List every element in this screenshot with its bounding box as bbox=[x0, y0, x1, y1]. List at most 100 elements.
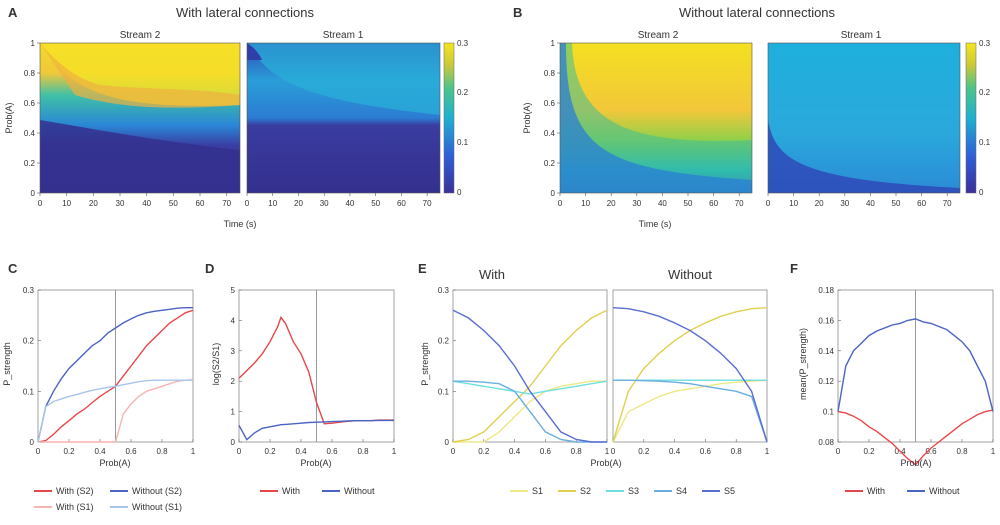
x-tick-label: 70 bbox=[735, 199, 744, 208]
x-tick-label: 30 bbox=[632, 199, 641, 208]
x-tick-label: 0 bbox=[611, 447, 616, 456]
ylabel-d: log(S2/S1) bbox=[211, 343, 221, 386]
x-tick-label: 60 bbox=[709, 199, 718, 208]
legend-c: With (S2) Without (S2) With (S1) Without… bbox=[34, 486, 182, 512]
subtitle-e-with: With bbox=[479, 267, 505, 282]
panel-label-c: C bbox=[8, 261, 18, 276]
y-tick-label: 0.3 bbox=[438, 286, 450, 295]
panel-label-e: E bbox=[418, 261, 427, 276]
xlabel-d: Prob(A) bbox=[300, 458, 331, 468]
x-tick-label: 0.8 bbox=[731, 447, 743, 456]
xlabel-a: Time (s) bbox=[224, 219, 257, 229]
colorbar-b-tick: 0 bbox=[979, 188, 984, 197]
legend-e-label: S2 bbox=[580, 486, 591, 496]
ylabel-a: Prob(A) bbox=[4, 102, 14, 133]
colorbar-b-tick: 0.3 bbox=[979, 39, 991, 48]
series-line-s4 bbox=[453, 380, 607, 443]
y-tick-label: 0.2 bbox=[23, 337, 35, 346]
x-tick-label: 1 bbox=[392, 447, 397, 456]
y-tick-label: 0.8 bbox=[544, 69, 556, 78]
x-tick-label: 1 bbox=[765, 447, 770, 456]
x-tick-label: 40 bbox=[658, 199, 667, 208]
series-line-s1 bbox=[453, 380, 607, 443]
y-tick-label: 0.2 bbox=[544, 159, 556, 168]
heatmap-a-stream2 bbox=[40, 43, 240, 193]
x-tick-label: 20 bbox=[607, 199, 616, 208]
x-tick-label: 0 bbox=[558, 199, 563, 208]
x-tick-label: 1 bbox=[605, 447, 610, 456]
series-line-s1 bbox=[612, 379, 768, 443]
panel-label-d: D bbox=[205, 261, 214, 276]
plot-f: 0 0.2 0.4 0.6 0.8 10.080.10.120.140.160.18 bbox=[818, 286, 996, 466]
x-tick-label: 0 bbox=[836, 447, 841, 456]
x-tick-label: 0.8 bbox=[571, 447, 583, 456]
colorbar-a-tick: 0.3 bbox=[457, 39, 469, 48]
x-tick-label: 70 bbox=[222, 199, 231, 208]
series-line-s2 bbox=[452, 309, 608, 443]
x-tick-label: 0.6 bbox=[540, 447, 552, 456]
heatmap-b-stream1 bbox=[768, 43, 960, 193]
x-tick-label: 0.8 bbox=[357, 447, 369, 456]
x-tick-label: 50 bbox=[169, 199, 178, 208]
y-tick-label: 0.1 bbox=[438, 387, 450, 396]
y-tick-label: 0 bbox=[445, 438, 450, 447]
colorbar-b-tick: 0.1 bbox=[979, 138, 991, 147]
plot-c: 0 0.2 0.4 0.6 0.8 1 0 0.1 0.2 0.3 bbox=[23, 286, 196, 456]
legend-c-label: With (S2) bbox=[56, 486, 94, 496]
x-tick-label: 60 bbox=[196, 199, 205, 208]
x-tick-label: 40 bbox=[142, 199, 151, 208]
y-tick-label: 1 bbox=[31, 39, 36, 48]
x-tick-label: 0.2 bbox=[638, 447, 650, 456]
ylabel-e: P_strength bbox=[420, 342, 430, 386]
heatmap-frame bbox=[767, 42, 961, 194]
x-tick-label: 0.2 bbox=[264, 447, 276, 456]
x-tick-label: 0.6 bbox=[326, 447, 338, 456]
plot-e-with: 0 0.2 0.4 0.6 0.8 1 0 0.1 0.2 0.3 bbox=[438, 286, 610, 456]
x-tick-label: 0.6 bbox=[700, 447, 712, 456]
plot-d: 0 0.2 0.4 0.6 0.8 1 0 1 2 3 4 5 bbox=[231, 286, 397, 456]
x-tick-label: 0.6 bbox=[925, 447, 937, 456]
y-tick-label: 0.8 bbox=[24, 69, 36, 78]
series-line-s5 bbox=[452, 309, 607, 443]
x-tick-label: 10 bbox=[268, 199, 277, 208]
plot-e-without: 0 0.2 0.4 0.6 0.8 1 bbox=[611, 289, 770, 456]
x-tick-label: 0 bbox=[245, 199, 250, 208]
x-tick-label: 0.8 bbox=[956, 447, 968, 456]
xlabel-f: Prob(A) bbox=[900, 458, 931, 468]
series-line-with-s1 bbox=[38, 379, 194, 443]
series-line-with bbox=[837, 409, 994, 466]
xlabel-c: Prob(A) bbox=[99, 458, 130, 468]
x-tick-label: 0.6 bbox=[125, 447, 137, 456]
legend-d: With Without bbox=[260, 486, 375, 496]
heatmap-a-stream1 bbox=[247, 43, 440, 193]
y-tick-label: 0 bbox=[551, 189, 556, 198]
ylabel-c: P_strength bbox=[2, 342, 12, 386]
y-tick-label: 0.3 bbox=[23, 286, 35, 295]
x-tick-label: 0.2 bbox=[63, 447, 75, 456]
x-tick-label: 40 bbox=[866, 199, 875, 208]
x-tick-label: 0 bbox=[237, 447, 242, 456]
y-tick-label: 0.14 bbox=[818, 347, 834, 356]
legend-f: With Without bbox=[845, 486, 960, 496]
legend-d-label: With bbox=[282, 486, 300, 496]
series-line-without-s2 bbox=[37, 307, 193, 443]
colorbar-a-tick: 0.1 bbox=[457, 138, 469, 147]
x-tick-label: 1 bbox=[191, 447, 196, 456]
subtitle-b-stream1: Stream 1 bbox=[841, 30, 882, 41]
colorbar-a-tick: 0.2 bbox=[457, 88, 469, 97]
legend-c-label: With (S1) bbox=[56, 502, 94, 512]
y-tick-label: 3 bbox=[231, 347, 236, 356]
series-line-s4 bbox=[613, 379, 768, 443]
y-tick-label: 0.6 bbox=[24, 99, 36, 108]
x-tick-label: 30 bbox=[320, 199, 329, 208]
x-tick-label: 70 bbox=[943, 199, 952, 208]
x-tick-label: 0.8 bbox=[156, 447, 168, 456]
x-tick-label: 1 bbox=[991, 447, 996, 456]
x-tick-label: 0 bbox=[766, 199, 771, 208]
legend-c-label: Without (S1) bbox=[132, 502, 182, 512]
y-tick-label: 0 bbox=[30, 438, 35, 447]
x-tick-label: 0.2 bbox=[863, 447, 875, 456]
panel-label-b: B bbox=[513, 5, 522, 20]
